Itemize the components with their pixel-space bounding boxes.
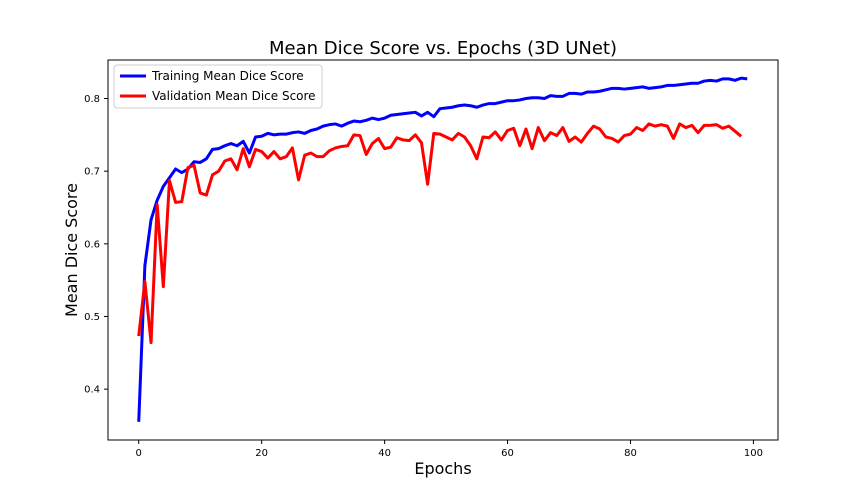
y-axis-label: Mean Dice Score bbox=[62, 183, 81, 317]
y-tick-label: 0.4 bbox=[84, 385, 100, 396]
plot-area: 0 20 40 60 80 100 0.4 0.5 0.6 0.7 0.8 bbox=[84, 59, 779, 459]
chart-title: Mean Dice Score vs. Epochs (3D UNet) bbox=[269, 38, 617, 59]
series-line-validation bbox=[137, 122, 743, 345]
y-axis: 0.4 0.5 0.6 0.7 0.8 bbox=[84, 94, 108, 396]
x-tick-label: 100 bbox=[744, 448, 763, 459]
legend: Training Mean Dice Score Validation Mean… bbox=[113, 64, 323, 109]
legend-label-training: Training Mean Dice Score bbox=[151, 69, 304, 83]
y-tick-label: 0.6 bbox=[84, 239, 100, 250]
legend-box bbox=[113, 64, 323, 109]
x-axis-label: Epochs bbox=[414, 459, 471, 478]
legend-label-validation: Validation Mean Dice Score bbox=[152, 89, 316, 103]
x-tick-label: 20 bbox=[255, 448, 268, 459]
x-axis: 0 20 40 60 80 100 bbox=[136, 440, 763, 459]
y-tick-label: 0.8 bbox=[84, 94, 100, 105]
plot-frame bbox=[107, 59, 779, 441]
series-lines bbox=[137, 76, 748, 422]
x-tick-label: 60 bbox=[501, 448, 514, 459]
y-tick-label: 0.7 bbox=[84, 167, 100, 178]
x-tick-label: 0 bbox=[136, 448, 142, 459]
y-tick-label: 0.5 bbox=[84, 312, 100, 323]
series-line-training bbox=[137, 76, 748, 422]
x-tick-label: 40 bbox=[378, 448, 391, 459]
x-tick-label: 80 bbox=[624, 448, 637, 459]
